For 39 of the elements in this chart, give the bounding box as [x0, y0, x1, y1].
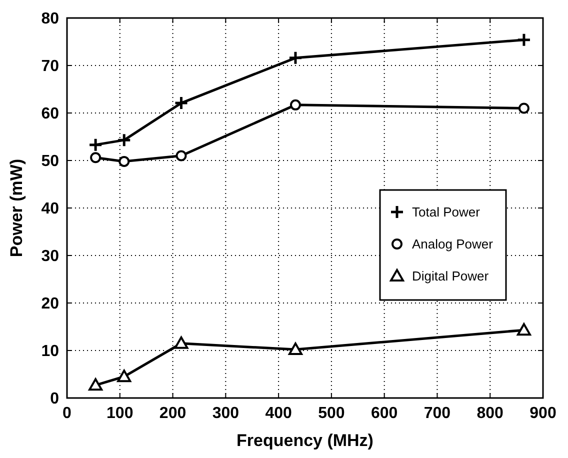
x-tick-label: 0: [62, 405, 72, 422]
point: [288, 50, 303, 66]
point: [518, 102, 530, 114]
x-tick-label: 100: [106, 405, 134, 422]
legend-label: Analog Power: [412, 236, 494, 252]
point: [174, 96, 188, 110]
y-tick-label: 50: [41, 153, 60, 170]
x-tick-label: 700: [424, 405, 451, 422]
point: [118, 156, 130, 167]
point: [174, 336, 188, 349]
legend-label: Total Power: [412, 204, 481, 220]
legend-label: Digital Power: [412, 268, 490, 284]
x-tick-label: 900: [530, 405, 556, 422]
y-tick-label: 80: [41, 10, 60, 28]
x-tick-label: 500: [318, 405, 345, 422]
point: [88, 378, 103, 391]
point: [516, 323, 531, 336]
x-tick-label: 300: [212, 405, 240, 422]
y-tick-label: 70: [41, 58, 60, 76]
x-tick-label: 600: [370, 405, 398, 422]
x-tick-label: 200: [159, 405, 186, 422]
point: [117, 370, 132, 382]
point: [516, 32, 532, 48]
point: [116, 132, 132, 148]
point: [90, 152, 102, 164]
x-axis-title: Frequency (MHz): [236, 431, 374, 450]
y-tick-label: 40: [41, 200, 60, 218]
y-tick-label: 30: [41, 248, 60, 266]
point: [290, 99, 301, 110]
y-tick-label: 10: [41, 343, 60, 360]
x-tick-label: 400: [265, 405, 292, 422]
point: [88, 138, 103, 152]
y-tick-label: 60: [41, 106, 60, 123]
y-tick-label: 0: [50, 390, 60, 408]
y-tick-label: 20: [41, 296, 60, 313]
x-tick-label: 800: [476, 405, 504, 422]
point: [288, 342, 302, 356]
y-axis-title: Power (mW): [7, 158, 26, 258]
point: [176, 150, 187, 162]
